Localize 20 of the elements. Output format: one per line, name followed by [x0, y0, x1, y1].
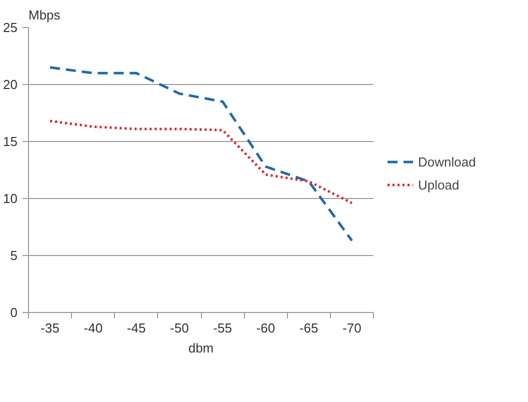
line-series [48, 120, 354, 204]
x-tick-label: -55 [213, 320, 232, 336]
y-tick-label: 10 [3, 191, 18, 206]
x-tick-label: -50 [170, 320, 189, 336]
legend-label: Upload [418, 177, 460, 192]
x-tick-label: -65 [299, 320, 318, 336]
x-tick-label: -40 [84, 320, 103, 336]
y-tick-label: 15 [3, 134, 18, 149]
y-tick-label: 5 [10, 248, 18, 263]
x-tick-label: -35 [40, 320, 60, 336]
y-axis-title: Mbps [28, 8, 61, 22]
legend-label: Download [418, 154, 476, 169]
y-tick-label: 25 [3, 20, 18, 35]
y-tick-label: 20 [3, 77, 18, 92]
line-series [48, 66, 354, 242]
x-axis-title: dbm [188, 340, 214, 356]
x-tick-label: -70 [342, 320, 362, 336]
x-tick-label: -60 [256, 320, 276, 336]
x-tick-label: -45 [126, 320, 146, 336]
y-tick-label: 0 [10, 305, 18, 320]
